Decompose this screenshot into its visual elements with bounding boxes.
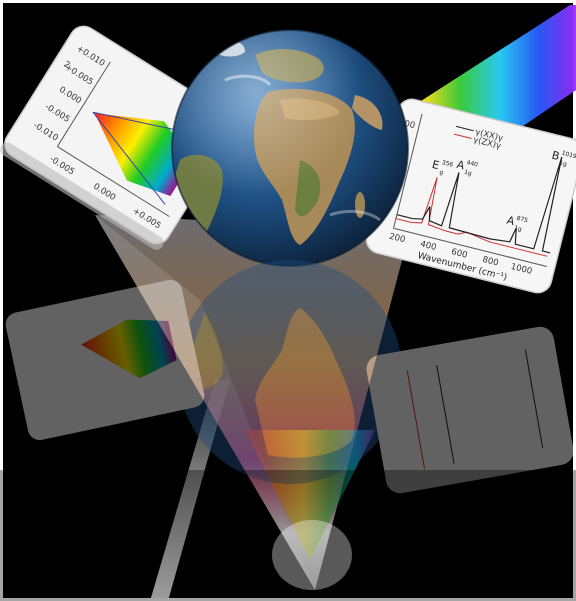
right-x-tick-2: 400: [419, 239, 437, 253]
reflection-layer: [5, 260, 574, 494]
black-spectrum-line: [396, 156, 563, 254]
right-x-tick-4: 800: [481, 255, 499, 269]
peak-a1g-value: 440: [466, 159, 479, 169]
peak-a1g-sub: 1g: [463, 169, 472, 178]
left-plot-card: +0.010 +0.005 0.000 -0.005 -0.010 2 -0.0…: [0, 25, 236, 250]
left-corner-mark: 2: [62, 59, 72, 70]
red-spectrum-line: [395, 177, 548, 257]
earth-globe: [171, 29, 409, 267]
light-beam: [150, 380, 230, 601]
right-spectrum-card: 6000 γ(XX)γ γ(ZX)γ E g 356 A 1g 440 A 1g…: [365, 98, 576, 294]
prism-glow: [272, 520, 352, 590]
prism: [95, 215, 410, 590]
reflection-fade: [0, 470, 576, 601]
peak-eg-sub: g: [439, 169, 445, 177]
peak-a1g-875-sub: 1g: [513, 225, 522, 234]
right-x-tick-3: 600: [450, 247, 468, 261]
peak-a1g-875-label: A: [505, 214, 516, 229]
peak-a1g-875-value: 875: [516, 215, 529, 225]
peak-eg-value: 356: [441, 159, 454, 169]
rainbow-fan-plot: [94, 113, 193, 196]
peak-eg-label: E: [431, 158, 441, 172]
peak-a1g-label: A: [455, 158, 466, 173]
peak-b1g-label: B: [550, 149, 560, 163]
peak-b1g-sub: 1g: [558, 160, 567, 169]
peak-b1g-value: 1019: [561, 150, 576, 161]
right-x-tick-1: 200: [388, 232, 406, 246]
